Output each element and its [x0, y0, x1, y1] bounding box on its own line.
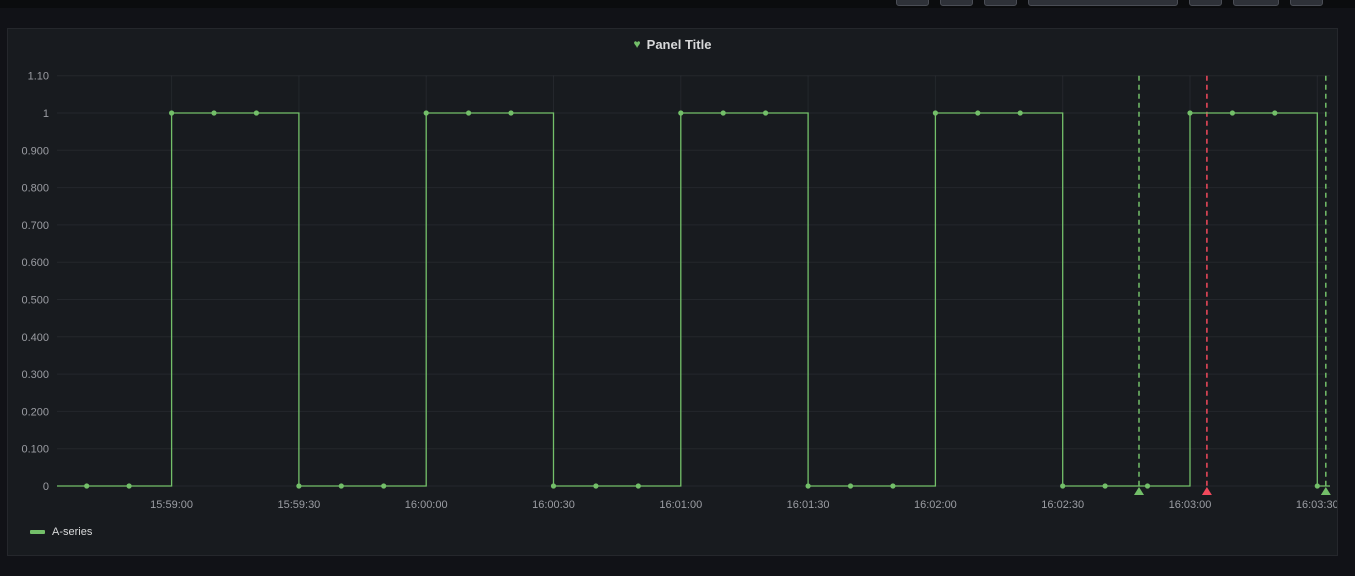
panel-title: Panel Title — [646, 36, 712, 52]
svg-text:0.100: 0.100 — [21, 444, 49, 456]
panel-header[interactable]: ♥ Panel Title — [8, 29, 1337, 59]
legend: A-series — [30, 526, 92, 538]
time-series-chart[interactable]: 1.10 1 0.900 0.800 0.700 0.600 0.500 0.400 0.300… — [8, 29, 1337, 555]
legend-item[interactable]: A-series — [30, 526, 92, 538]
time-range-button[interactable] — [1028, 0, 1178, 6]
refresh-button[interactable] — [1233, 0, 1279, 6]
svg-text:16:02:30: 16:02:30 — [1041, 499, 1084, 511]
grid-lines — [57, 75, 1330, 487]
annotation-marker[interactable] — [1201, 75, 1212, 495]
legend-label: A-series — [52, 526, 93, 538]
svg-text:16:03:30: 16:03:30 — [1296, 499, 1337, 511]
svg-text:0.700: 0.700 — [21, 220, 49, 232]
toolbar-actions — [896, 0, 1345, 6]
svg-text:16:03:00: 16:03:00 — [1169, 499, 1212, 511]
save-dashboard-button[interactable] — [940, 0, 973, 6]
panel: ♥ Panel Title 1.10 1 0.900 0.800 0.700 0.600 0… — [7, 28, 1338, 556]
svg-text:0.900: 0.900 — [21, 145, 49, 157]
zoom-out-button[interactable] — [1189, 0, 1222, 6]
toolbar: New dashboard Copy ☆ ↗ — [0, 0, 1355, 8]
axis-labels: 1.10 1 0.900 0.800 0.700 0.600 0.500 0.400 0.300… — [21, 71, 1337, 511]
svg-text:0.300: 0.300 — [21, 369, 49, 381]
svg-text:16:02:00: 16:02:00 — [914, 499, 957, 511]
svg-text:16:01:30: 16:01:30 — [787, 499, 830, 511]
svg-text:1: 1 — [43, 108, 49, 120]
svg-text:0.500: 0.500 — [21, 295, 49, 307]
view-mode-button[interactable] — [1290, 0, 1323, 6]
legend-color-swatch — [30, 530, 45, 534]
svg-text:0.200: 0.200 — [21, 406, 49, 418]
dashboard-settings-button[interactable] — [984, 0, 1017, 6]
svg-text:15:59:30: 15:59:30 — [277, 499, 320, 511]
svg-text:16:00:30: 16:00:30 — [532, 499, 575, 511]
svg-text:15:59:00: 15:59:00 — [150, 499, 193, 511]
annotation-marker[interactable] — [1134, 75, 1144, 495]
series-A-series — [57, 110, 1330, 489]
svg-text:0.800: 0.800 — [21, 183, 49, 195]
add-panel-button[interactable] — [896, 0, 929, 6]
annotation-marker[interactable] — [1320, 75, 1331, 495]
svg-text:16:00:00: 16:00:00 — [405, 499, 448, 511]
svg-text:16:01:00: 16:01:00 — [659, 499, 702, 511]
alert-heart-icon: ♥ — [633, 37, 641, 51]
svg-text:0.400: 0.400 — [21, 332, 49, 344]
svg-text:0.600: 0.600 — [21, 257, 49, 269]
svg-text:1.10: 1.10 — [28, 71, 49, 83]
svg-text:0: 0 — [43, 481, 49, 493]
